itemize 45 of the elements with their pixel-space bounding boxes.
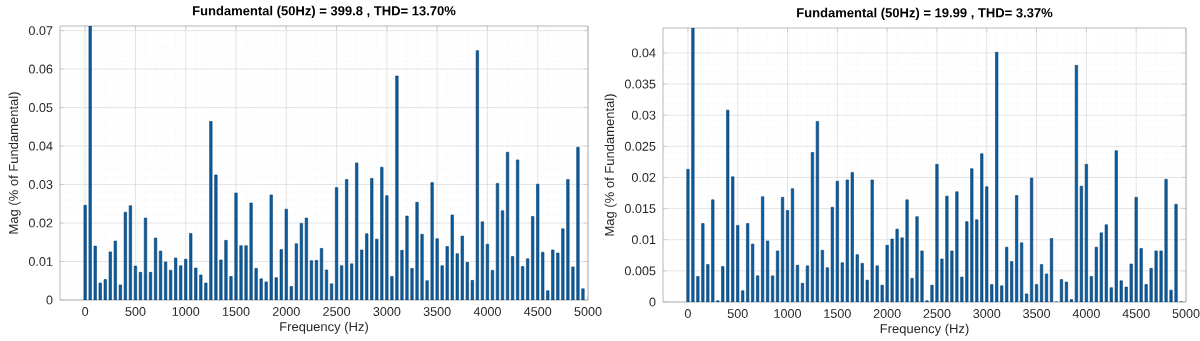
x-tick-label: 2500 (323, 307, 351, 316)
x-tick-label: 0 (684, 309, 691, 318)
y-axis-title: Mag (% of Fundamental) (604, 94, 617, 236)
y-tick-label: 0.035 (624, 79, 656, 89)
x-tick-label: 1500 (222, 307, 250, 316)
y-tick-label: 0.06 (28, 64, 53, 74)
x-tick-label: 500 (727, 309, 748, 318)
x-tick-label: 2500 (923, 309, 951, 318)
y-tick-label: 0.005 (624, 266, 656, 276)
chart-title: Fundamental (50Hz) = 399.8 , THD= 13.70% (193, 5, 456, 18)
y-tick-label: 0.025 (624, 141, 656, 151)
x-tick-label: 3500 (423, 307, 451, 316)
y-tick-label: 0.02 (631, 172, 656, 182)
x-tick-label: 500 (125, 307, 146, 316)
x-tick-label: 3500 (1023, 309, 1051, 318)
x-tick-label: 1500 (824, 309, 851, 318)
y-tick-label: 0.04 (28, 141, 53, 151)
y-tick-label: 0.01 (28, 257, 53, 266)
x-tick-label: 1000 (172, 307, 200, 316)
y-tick-label: 0.02 (28, 218, 53, 228)
y-tick-label: 0 (649, 297, 656, 307)
y-tick-label: 0.015 (624, 204, 656, 214)
x-tick-label: 5000 (1172, 309, 1200, 318)
x-tick-label: 0 (82, 307, 89, 316)
x-tick-label: 4500 (1122, 309, 1150, 318)
y-tick-label: 0.07 (28, 26, 53, 36)
x-tick-label: 3000 (973, 309, 1001, 318)
x-tick-label: 2000 (272, 307, 300, 316)
y-tick-label: 0.01 (631, 235, 656, 245)
x-axis-title: Frequency (Hz) (880, 323, 969, 336)
x-axis-title: Frequency (Hz) (280, 321, 368, 334)
x-tick-label: 5000 (574, 307, 602, 316)
x-tick-label: 4000 (473, 307, 501, 316)
x-tick-label: 4000 (1072, 309, 1100, 318)
y-tick-label: 0.04 (631, 48, 656, 58)
y-axis-title: Mag (% of Fundamental) (8, 92, 21, 234)
y-tick-label: 0 (46, 295, 53, 305)
y-tick-label: 0.03 (28, 180, 53, 189)
y-tick-label: 0.05 (28, 103, 53, 113)
x-tick-label: 4500 (523, 307, 552, 316)
x-tick-label: 1000 (774, 309, 802, 318)
y-tick-label: 0.03 (631, 110, 656, 120)
chart-title: Fundamental (50Hz) = 19.99 , THD= 3.37% (797, 7, 1053, 20)
x-tick-label: 2000 (873, 309, 901, 318)
x-tick-label: 3000 (373, 307, 401, 316)
